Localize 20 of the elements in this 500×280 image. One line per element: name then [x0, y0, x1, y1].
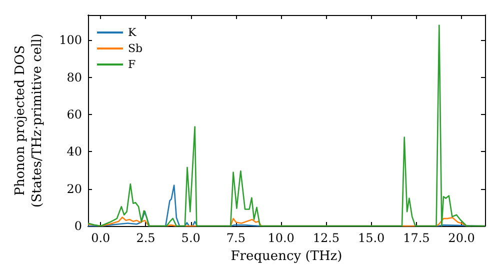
y-tick-label: 100 [59, 33, 82, 48]
x-tick-label: 17.5 [403, 231, 430, 245]
legend-label: Sb [128, 42, 143, 55]
y-tick-label: 60 [66, 107, 82, 122]
x-tick-label: 15.0 [358, 231, 385, 245]
x-tick-label: 5.0 [181, 231, 200, 245]
y-tick-label: 40 [66, 144, 82, 159]
x-tick-label: 7.5 [226, 231, 246, 245]
legend-label: K [128, 26, 137, 39]
y-tick-label: 0 [74, 219, 82, 233]
legend-label: F [128, 58, 136, 71]
y-axis-title: Phonon projected DOS (States/THz·primitive cell) [13, 33, 45, 208]
x-tick-label: 0.0 [91, 231, 110, 245]
x-tick-label: 10.0 [268, 231, 294, 245]
x-tick-label: 20.0 [448, 231, 475, 245]
y-tick-label: 20 [66, 182, 82, 196]
x-tick-label: 2.5 [136, 231, 156, 245]
x-axis-title: Frequency (THz) [230, 249, 342, 264]
y-tick-label: 80 [66, 70, 82, 84]
x-tick-label: 12.5 [312, 231, 340, 245]
